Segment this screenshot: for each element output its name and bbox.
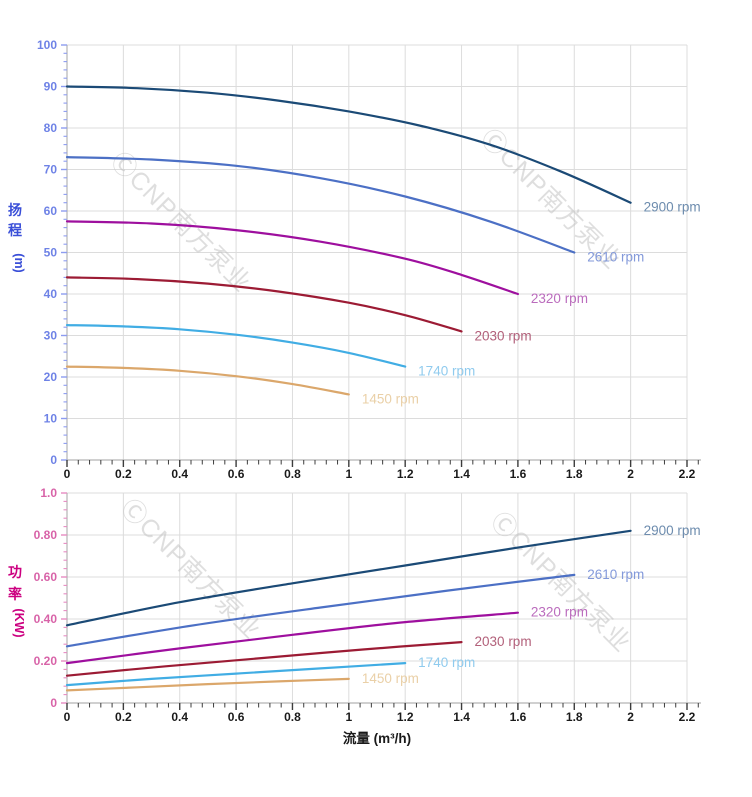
y-axis-title: 扬 bbox=[8, 202, 22, 218]
x-tick-label: 0 bbox=[64, 710, 71, 724]
y-axis-unit: (KW) bbox=[12, 608, 26, 637]
series-curve-2900-rpm bbox=[65, 85, 632, 204]
series-curve-2320-rpm bbox=[65, 220, 519, 296]
y-tick-label: 40 bbox=[44, 287, 58, 301]
series-label-2610-rpm: 2610 rpm bbox=[587, 250, 644, 265]
x-tick-label: 1 bbox=[345, 467, 352, 481]
x-tick-label: 0.4 bbox=[171, 710, 188, 724]
x-tick-label: 1.4 bbox=[453, 710, 470, 724]
x-tick-label: 0.8 bbox=[284, 710, 301, 724]
y-tick-label: 0 bbox=[50, 696, 57, 710]
y-tick-label: 80 bbox=[44, 121, 58, 135]
x-tick-label: 1.6 bbox=[510, 710, 527, 724]
x-tick-label: 2.2 bbox=[679, 467, 696, 481]
y-tick-label: 0.20 bbox=[34, 654, 58, 668]
y-tick-label: 70 bbox=[44, 163, 58, 177]
series-curve-1740-rpm bbox=[65, 324, 407, 368]
y-tick-label: 0.60 bbox=[34, 570, 58, 584]
y-tick-label: 90 bbox=[44, 80, 58, 94]
y-tick-label: 60 bbox=[44, 204, 58, 218]
x-tick-label: 2 bbox=[627, 467, 634, 481]
x-tick-label: 1.6 bbox=[510, 467, 527, 481]
x-tick-label: 1.2 bbox=[397, 467, 414, 481]
y-axis-title: 功 bbox=[8, 564, 22, 580]
y-tick-label: 0.40 bbox=[34, 612, 58, 626]
series-label-2320-rpm: 2320 rpm bbox=[531, 605, 588, 620]
series-label-1740-rpm: 1740 rpm bbox=[418, 655, 475, 670]
x-tick-label: 0 bbox=[64, 467, 71, 481]
y-tick-label: 30 bbox=[44, 329, 58, 343]
x-tick-label: 1 bbox=[345, 710, 352, 724]
x-tick-label: 1.8 bbox=[566, 710, 583, 724]
series-label-2030-rpm: 2030 rpm bbox=[475, 634, 532, 649]
y-tick-label: 50 bbox=[44, 246, 58, 260]
x-axis-title: 流量 (m³/h) bbox=[343, 730, 411, 746]
series-label-2610-rpm: 2610 rpm bbox=[587, 567, 644, 582]
y-tick-label: 100 bbox=[37, 38, 57, 52]
x-tick-label: 0.6 bbox=[228, 467, 245, 481]
x-tick-label: 1.4 bbox=[453, 467, 470, 481]
y-axis-title: 率 bbox=[8, 586, 22, 602]
series-label-1450-rpm: 1450 rpm bbox=[362, 391, 419, 406]
y-tick-label: 0 bbox=[50, 453, 57, 467]
x-tick-label: 0.6 bbox=[228, 710, 245, 724]
series-label-2320-rpm: 2320 rpm bbox=[531, 291, 588, 306]
x-tick-label: 1.2 bbox=[397, 710, 414, 724]
y-tick-label: 10 bbox=[44, 412, 58, 426]
x-tick-label: 1.8 bbox=[566, 467, 583, 481]
x-tick-label: 0.4 bbox=[171, 467, 188, 481]
series-curve-1450-rpm bbox=[65, 677, 350, 692]
series-label-1740-rpm: 1740 rpm bbox=[418, 364, 475, 379]
y-axis-title: 程 bbox=[8, 222, 22, 238]
x-tick-label: 0.8 bbox=[284, 467, 301, 481]
y-tick-label: 0.80 bbox=[34, 528, 58, 542]
series-curve-2030-rpm bbox=[65, 276, 463, 333]
series-curve-1450-rpm bbox=[65, 365, 350, 396]
x-tick-label: 0.2 bbox=[115, 710, 132, 724]
y-tick-label: 1.0 bbox=[40, 486, 57, 500]
y-axis-unit: (m) bbox=[12, 253, 26, 272]
series-curve-2610-rpm bbox=[65, 156, 576, 254]
series-curve-2030-rpm bbox=[65, 641, 463, 677]
series-label-2900-rpm: 2900 rpm bbox=[644, 200, 701, 215]
x-tick-label: 2.2 bbox=[679, 710, 696, 724]
brand-watermark: ⒸCNP南方泵业 bbox=[115, 494, 266, 645]
x-tick-label: 0.2 bbox=[115, 467, 132, 481]
series-curve-2900-rpm bbox=[65, 529, 632, 627]
series-curve-2320-rpm bbox=[65, 611, 519, 665]
series-label-2900-rpm: 2900 rpm bbox=[644, 523, 701, 538]
y-tick-label: 20 bbox=[44, 370, 58, 384]
series-curve-2610-rpm bbox=[65, 573, 576, 648]
x-tick-label: 2 bbox=[627, 710, 634, 724]
series-label-2030-rpm: 2030 rpm bbox=[475, 328, 532, 343]
series-curve-1740-rpm bbox=[65, 662, 407, 687]
series-label-1450-rpm: 1450 rpm bbox=[362, 671, 419, 686]
